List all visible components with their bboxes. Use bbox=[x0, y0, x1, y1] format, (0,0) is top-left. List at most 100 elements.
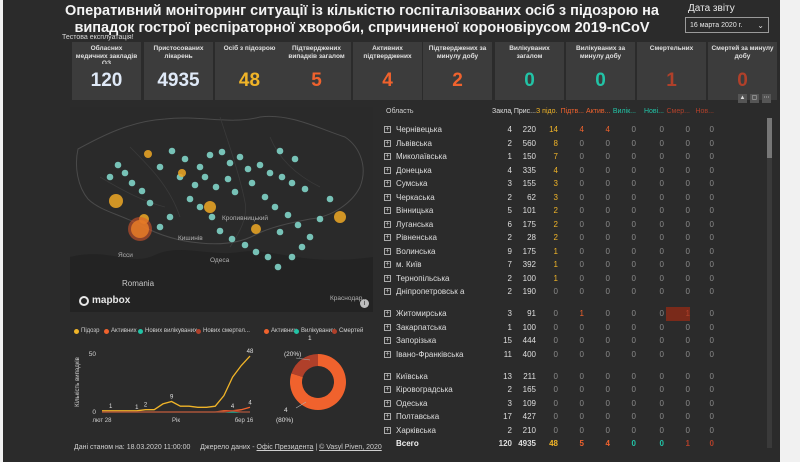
legend-item[interactable]: Смертей bbox=[332, 328, 363, 334]
expand-icon[interactable]: + bbox=[384, 220, 391, 228]
kpi-card-5[interactable]: Підтверджених за минулу добу 2 bbox=[423, 42, 492, 100]
kpi-card-6[interactable]: Вилікуваних загалом 0 bbox=[495, 42, 564, 100]
map-point-33[interactable] bbox=[166, 213, 174, 221]
kpi-card-2[interactable]: Осіб з підозрою 48 bbox=[215, 42, 284, 100]
map-panel[interactable]: Кропивницький Кишинів Ясси Romania Одеса… bbox=[70, 107, 373, 312]
map-point-14[interactable] bbox=[201, 173, 209, 181]
map-point-suspect-4[interactable] bbox=[204, 201, 216, 213]
legend-item[interactable]: Активних bbox=[264, 328, 297, 334]
map-point-13[interactable] bbox=[191, 181, 199, 189]
map-point-17[interactable] bbox=[231, 188, 239, 196]
expand-icon[interactable]: + bbox=[384, 372, 391, 380]
expand-icon[interactable]: + bbox=[384, 207, 391, 214]
expand-icon[interactable]: + bbox=[384, 399, 391, 407]
donut-slice-0[interactable] bbox=[290, 354, 346, 410]
map-point-26[interactable] bbox=[216, 227, 224, 235]
expand-icon[interactable]: + bbox=[384, 310, 391, 317]
donut-slice-2[interactable] bbox=[291, 354, 318, 378]
table-row[interactable]: + Київська 13 211 0 0 0 0 0 0 0 bbox=[380, 370, 772, 384]
table-row[interactable]: + Кіровоградська 2 165 0 0 0 0 0 0 0 bbox=[380, 383, 772, 397]
table-row[interactable]: + Черкаська 2 62 3 0 0 0 0 0 0 bbox=[380, 191, 772, 205]
map-point-48[interactable] bbox=[288, 253, 296, 261]
table-row[interactable]: + Волинська 9 175 1 0 0 0 0 0 0 bbox=[380, 245, 772, 259]
expand-icon[interactable]: + bbox=[384, 323, 391, 331]
expand-icon[interactable]: + bbox=[384, 288, 391, 295]
map-point-1[interactable] bbox=[196, 163, 204, 171]
legend-item[interactable]: Підозр bbox=[74, 328, 100, 334]
column-header-0[interactable]: Область bbox=[386, 108, 414, 115]
kpi-card-3[interactable]: Підтверджених випадків загалом 5 bbox=[282, 42, 351, 100]
map-point-45[interactable] bbox=[326, 195, 334, 203]
map-canvas[interactable] bbox=[70, 107, 373, 312]
footer-source-link[interactable]: Офіс Президента bbox=[256, 444, 314, 451]
column-header-5[interactable]: Актив... bbox=[586, 108, 610, 115]
map-point-24[interactable] bbox=[196, 203, 204, 211]
expand-icon[interactable]: + bbox=[384, 337, 391, 344]
map-point-21[interactable] bbox=[284, 211, 292, 219]
table-row[interactable]: + Одеська 3 109 0 0 0 0 0 0 0 bbox=[380, 397, 772, 411]
table-row[interactable]: + Вінницька 5 101 2 0 0 0 0 0 0 bbox=[380, 204, 772, 218]
map-point-31[interactable] bbox=[276, 228, 284, 236]
map-point-43[interactable] bbox=[276, 147, 284, 155]
column-header-6[interactable]: Вилік... bbox=[612, 108, 636, 115]
kpi-card-7[interactable]: Вилікуваних за минулу добу 0 bbox=[566, 42, 635, 100]
expand-icon[interactable]: + bbox=[384, 386, 391, 393]
expand-icon[interactable]: + bbox=[384, 350, 391, 358]
expand-icon[interactable]: + bbox=[384, 180, 391, 187]
map-point-34[interactable] bbox=[156, 223, 164, 231]
map-point-suspect-2[interactable] bbox=[109, 194, 123, 208]
legend-item[interactable]: Нових вилікуваних bbox=[138, 328, 197, 334]
table-row[interactable]: + Житомирська 3 91 0 1 0 0 0 1 0 bbox=[380, 307, 772, 321]
expand-icon[interactable]: + bbox=[384, 261, 391, 268]
table-row[interactable]: + Тернопільська 2 100 1 0 0 0 0 0 0 bbox=[380, 272, 772, 286]
map-point-28[interactable] bbox=[241, 241, 249, 249]
map-point-8[interactable] bbox=[266, 169, 274, 177]
map-point-42[interactable] bbox=[168, 147, 176, 155]
map-point-9[interactable] bbox=[278, 173, 286, 181]
legend-item[interactable]: Нових смертел... bbox=[196, 328, 250, 334]
table-row[interactable]: + Львівська 2 560 8 0 0 0 0 0 0 bbox=[380, 137, 772, 151]
expand-icon[interactable]: + bbox=[384, 234, 391, 241]
date-dropdown[interactable]: 16 марта 2020 г. ⌄ bbox=[685, 17, 769, 33]
table-row[interactable]: + Закарпатська 1 100 0 0 0 0 0 0 0 bbox=[380, 321, 772, 335]
map-point-suspect-3[interactable] bbox=[144, 150, 152, 158]
map-point-25[interactable] bbox=[208, 213, 216, 221]
map-point-30[interactable] bbox=[264, 253, 272, 261]
table-row[interactable]: + Харківська 2 210 0 0 0 0 0 0 0 bbox=[380, 424, 772, 438]
scrollbar-thumb[interactable] bbox=[767, 118, 772, 158]
footer-copyright-link[interactable]: © Vasyl Piven, 2020 bbox=[319, 444, 382, 451]
kpi-card-4[interactable]: Активних підтверджених 4 bbox=[353, 42, 422, 100]
map-point-39[interactable] bbox=[114, 161, 122, 169]
table-row[interactable]: + м. Київ 7 392 1 0 0 0 0 0 0 bbox=[380, 258, 772, 272]
expand-icon[interactable]: + bbox=[384, 247, 391, 255]
expand-icon[interactable]: + bbox=[384, 153, 391, 160]
column-header-3[interactable]: З підо... bbox=[536, 108, 558, 115]
table-row[interactable]: + Рівненська 2 28 2 0 0 0 0 0 0 bbox=[380, 231, 772, 245]
expand-icon[interactable]: + bbox=[384, 426, 391, 434]
map-point-confirmed[interactable] bbox=[128, 217, 152, 241]
kpi-card-8[interactable]: Смертельних 1 bbox=[637, 42, 706, 100]
kpi-card-0[interactable]: Обласних медичних закладів ОЗ 120 bbox=[72, 42, 141, 100]
map-point-suspect-5[interactable] bbox=[251, 224, 261, 234]
column-header-9[interactable]: Нов... bbox=[695, 108, 714, 115]
map-point-47[interactable] bbox=[298, 243, 306, 251]
map-point-2[interactable] bbox=[206, 151, 214, 159]
map-point-44[interactable] bbox=[291, 155, 299, 163]
expand-icon[interactable]: + bbox=[384, 193, 391, 201]
column-header-7[interactable]: Нові... bbox=[643, 108, 664, 115]
table-total-row[interactable]: Всего 120 4935 48 5 4 0 0 1 0 bbox=[380, 437, 772, 451]
column-header-2[interactable]: Прис... bbox=[513, 108, 536, 115]
map-point-suspect-7[interactable] bbox=[178, 169, 186, 177]
table-row[interactable]: + Запорізька 15 444 0 0 0 0 0 0 0 bbox=[380, 334, 772, 348]
map-point-15[interactable] bbox=[212, 183, 220, 191]
map-point-46[interactable] bbox=[316, 215, 324, 223]
legend-item[interactable]: Вилікуваних bbox=[294, 328, 335, 334]
series-line-0[interactable] bbox=[102, 355, 251, 412]
kpi-card-9[interactable]: Смертей за минулу добу 0 bbox=[708, 42, 777, 100]
table-row[interactable]: + Донецька 4 335 4 0 0 0 0 0 0 bbox=[380, 164, 772, 178]
map-point-20[interactable] bbox=[271, 203, 279, 211]
expand-icon[interactable]: + bbox=[384, 126, 391, 133]
map-point-19[interactable] bbox=[261, 193, 269, 201]
legend-item[interactable]: Активних bbox=[104, 328, 137, 334]
map-point-29[interactable] bbox=[252, 248, 260, 256]
